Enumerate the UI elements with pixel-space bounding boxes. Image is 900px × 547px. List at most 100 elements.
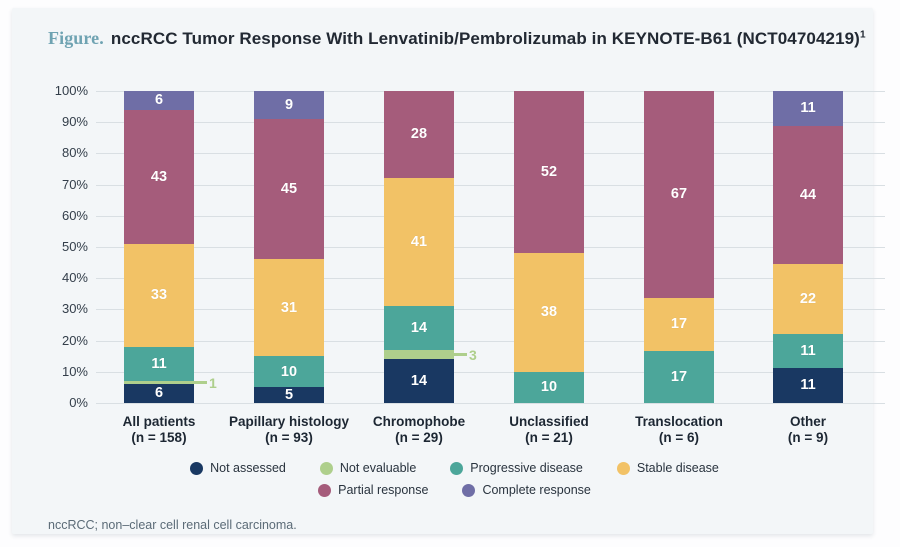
segment-not-assessed: 5 [254, 387, 324, 403]
legend-dot-icon [450, 461, 464, 475]
segment-complete-response: 9 [254, 91, 324, 120]
y-axis-tick-90: 90% [61, 114, 88, 130]
legend-dot-icon [318, 483, 332, 497]
gridline-50 [96, 247, 885, 248]
bar-chromophobe: 14 3 14 41 28 [384, 91, 477, 403]
y-axis-tick-0: 0% [69, 395, 88, 410]
legend-row-2: Partial response Complete response [318, 483, 591, 497]
y-axis-tick-50: 50% [61, 239, 88, 254]
legend-label: Partial response [338, 483, 429, 497]
legend-item-partial-response: Partial response [318, 483, 428, 497]
segment-value: 14 [410, 319, 428, 336]
segment-complete-response: 6 [124, 91, 194, 110]
bar-unclassified: 10 38 52 [514, 91, 584, 403]
segment-partial-response: 43 [124, 109, 194, 244]
segment-stable-disease: 17 [644, 298, 714, 351]
segment-progressive-disease: 11 [124, 346, 194, 382]
segment-value: 28 [410, 126, 428, 143]
legend-dot-icon [462, 483, 476, 497]
category-label-all-patients: All patients (n = 158) [123, 414, 196, 446]
segment-value: 33 [150, 287, 168, 304]
callout-line [194, 381, 207, 384]
gridline-60 [96, 215, 885, 217]
segment-value: 41 [410, 234, 428, 251]
category-name: All patients [122, 414, 196, 429]
segment-value: 10 [280, 363, 298, 380]
segment-complete-response: 11 [773, 91, 843, 126]
segment-partial-response: 28 [384, 91, 454, 179]
gridline-80 [96, 153, 885, 155]
category-label-other: Other (n = 9) [788, 414, 828, 446]
segment-value: 17 [670, 368, 688, 385]
segment-value: 43 [150, 168, 168, 185]
segment-value: 10 [540, 379, 558, 396]
segment-value: 6 [154, 385, 164, 402]
segment-value: 31 [280, 299, 298, 316]
gridline-0 [96, 403, 885, 404]
category-n: (n = 6) [658, 430, 700, 446]
segment-value: 22 [799, 290, 817, 307]
stacked-bar-plot: 0% 10% 20% 30% 40% 50% 60% 70% 80% 90% 100% 6 1 11 33 4… [55, 83, 885, 410]
legend-row-1: Not assessed Not evaluable Progressive dis… [190, 461, 719, 475]
segment-progressive-disease: 11 [773, 333, 843, 369]
segment-value: 38 [540, 304, 558, 321]
segment-stable-disease: 33 [124, 243, 194, 347]
legend-label: Not assessed [210, 461, 286, 475]
figure-title: Figure. nccRCC Tumor Response With Lenvat… [48, 28, 866, 49]
segment-not-assessed: 6 [124, 384, 194, 403]
category-name: Unclassified [509, 414, 589, 429]
gridline-100 [96, 91, 885, 92]
category-n: (n = 21) [525, 430, 573, 446]
y-axis-tick-20: 20% [61, 332, 88, 348]
category-n: (n = 93) [265, 430, 313, 446]
bar-papillary-histology: 5 10 31 45 9 [254, 91, 324, 403]
legend-dot-icon [190, 461, 204, 475]
segment-partial-response: 45 [254, 119, 324, 260]
callout-value: 1 [209, 374, 217, 391]
legend-label: Progressive disease [470, 461, 583, 475]
chart-legend: Not assessed Not evaluable Progressive dis… [24, 461, 885, 497]
y-axis-tick-60: 60% [61, 207, 88, 223]
gridline-90 [96, 122, 885, 124]
legend-item-not-evaluable: Not evaluable [319, 461, 416, 475]
segment-value: 9 [284, 96, 294, 113]
gridline-30 [96, 309, 885, 311]
y-axis-tick-10: 10% [61, 363, 88, 379]
title-reference-superscript: 1 [859, 29, 866, 41]
value-callout: 3 [454, 348, 477, 362]
legend-item-complete-response: Complete response [462, 483, 591, 497]
segment-stable-disease: 31 [254, 259, 324, 357]
segment-progressive-disease: 10 [254, 356, 324, 388]
category-label-translocation: Translocation (n = 6) [635, 414, 723, 446]
segment-progressive-disease: 14 [384, 306, 454, 350]
segment-not-assessed: 11 [773, 368, 843, 403]
legend-label: Stable disease [636, 461, 719, 475]
figure-title-text: nccRCC Tumor Response With Lenvatinib/Pe… [110, 29, 860, 48]
segment-progressive-disease: 17 [644, 350, 714, 403]
segment-value: 52 [540, 163, 558, 180]
gridline-40 [96, 278, 885, 280]
category-n: (n = 9) [787, 430, 829, 446]
segment-partial-response: 52 [514, 91, 584, 254]
footnote: nccRCC; non–clear cell renal cell carcin… [48, 518, 297, 532]
category-label-unclassified: Unclassified (n = 21) [509, 414, 589, 446]
segment-partial-response: 67 [644, 91, 714, 298]
segment-value: 11 [800, 100, 816, 117]
y-axis-tick-30: 30% [61, 301, 88, 317]
category-n: (n = 29) [395, 430, 443, 446]
legend-dot-icon [319, 461, 333, 475]
segment-stable-disease: 22 [773, 264, 843, 334]
y-axis-tick-40: 40% [61, 270, 88, 286]
category-label-papillary-histology: Papillary histology (n = 93) [229, 414, 349, 446]
gridline-20 [96, 340, 885, 342]
callout-line [454, 353, 467, 356]
y-axis-tick-70: 70% [61, 176, 88, 192]
segment-progressive-disease: 10 [514, 371, 584, 403]
segment-value: 11 [800, 342, 816, 359]
segment-not-evaluable [384, 349, 454, 360]
segment-value: 44 [799, 186, 817, 203]
gridline-70 [96, 184, 885, 186]
segment-value: 14 [410, 372, 428, 389]
segment-not-evaluable [124, 381, 194, 385]
